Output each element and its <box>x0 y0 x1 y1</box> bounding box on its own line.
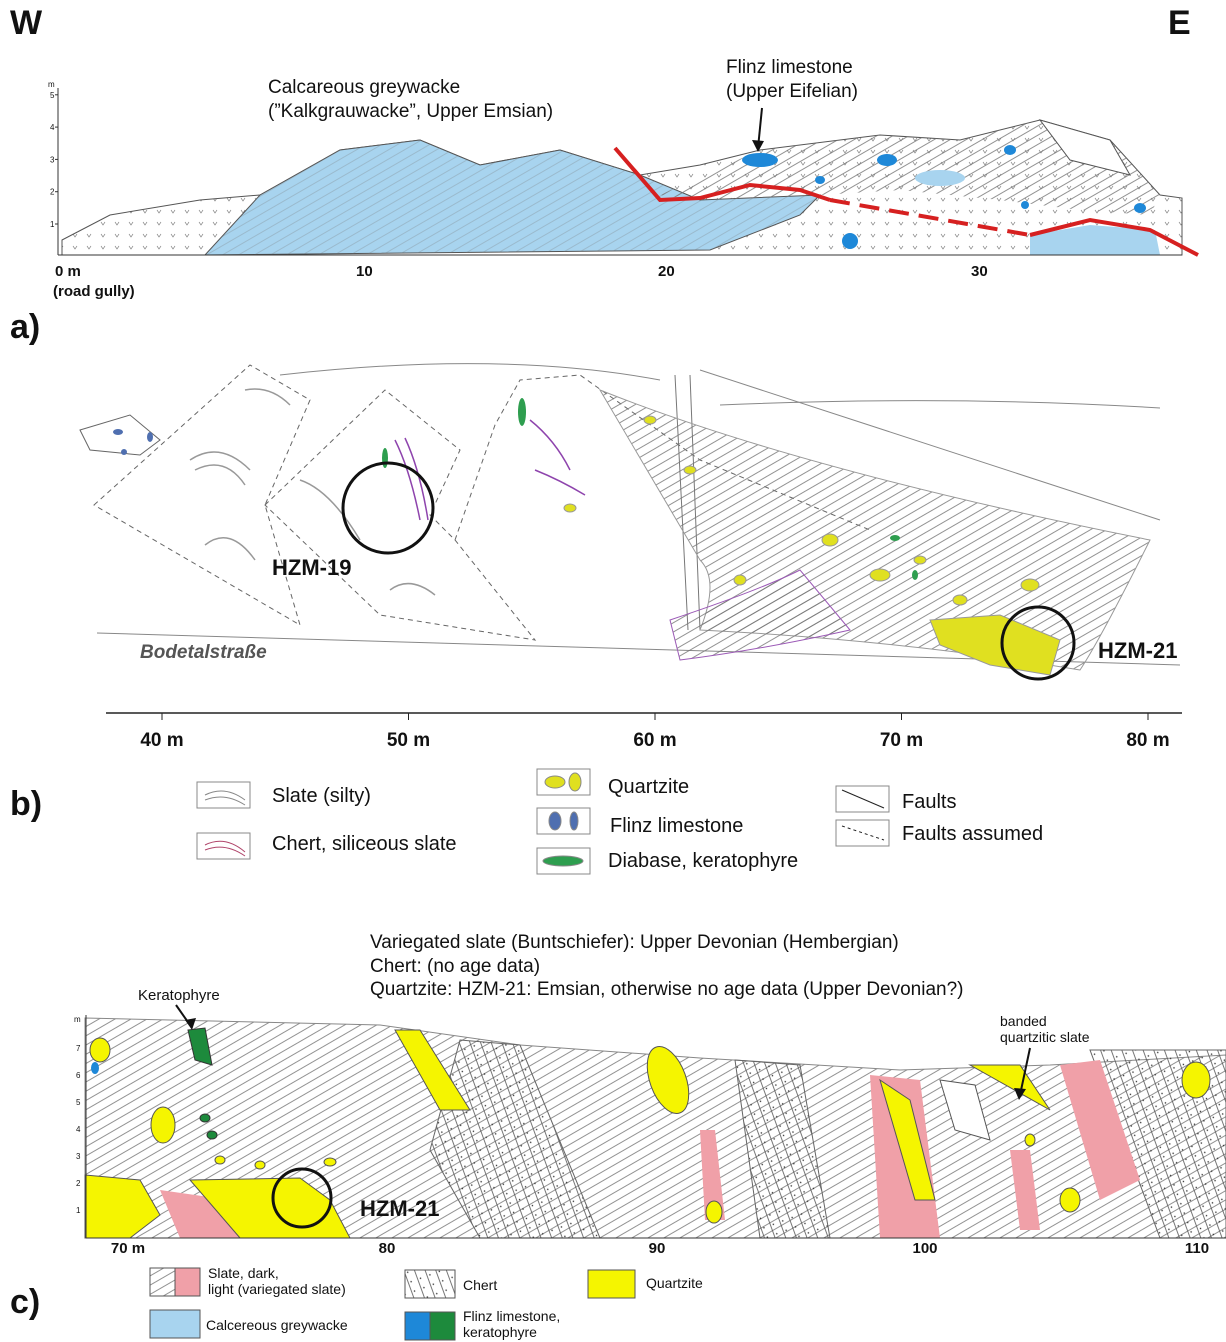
panel-label: b) <box>10 785 42 823</box>
sample-circle <box>343 463 433 553</box>
annotation: banded <box>1000 1013 1047 1029</box>
x-note: (road gully) <box>53 283 135 300</box>
legend-label: light (variegated slate) <box>208 1281 346 1297</box>
sample-label: HZM-19 <box>272 555 351 580</box>
legend-label: Faults <box>902 791 956 813</box>
x-tick-label: 110 <box>1185 1240 1209 1257</box>
legend-label: Chert <box>463 1277 497 1293</box>
y-tick-label: 6 <box>76 1071 81 1080</box>
legend-label: Quartzite <box>608 776 689 798</box>
y-tick-label: 4 <box>50 123 55 132</box>
y-tick-label: 5 <box>50 91 55 100</box>
panel-b: HZM-19 HZM-21 Bodetalstraße b) Slate (si… <box>10 364 1182 874</box>
x-tick-label: 90 <box>649 1240 666 1257</box>
x-tick-label: 80 m <box>1126 730 1169 751</box>
x-tick-label: 70 m <box>880 730 923 751</box>
legend-label: Flinz limestone <box>610 815 743 837</box>
y-tick-label: 4 <box>76 1125 81 1134</box>
legend-label: Diabase, keratophyre <box>608 850 798 872</box>
legend-label: Calcereous greywacke <box>206 1317 348 1333</box>
x-tick-label: 10 <box>356 263 373 280</box>
annotation: quartzitic slate <box>1000 1029 1090 1045</box>
y-tick-label: 2 <box>50 188 55 197</box>
unit-label: Calcareous greywacke <box>268 77 460 98</box>
legend-label: Chert, siliceous slate <box>272 833 457 855</box>
x-tick-label: 100 <box>912 1240 937 1257</box>
age-note: Quartzite: HZM-21: Emsian, otherwise no … <box>370 979 964 1000</box>
y-tick-label: 7 <box>76 1044 81 1053</box>
chert-folds <box>395 420 585 520</box>
figure: W E m Calcareous greywacke (”Kalkgrauwac… <box>0 0 1226 1342</box>
limestone <box>91 1062 99 1074</box>
legend-label: Quartzite <box>646 1275 703 1291</box>
y-tick-label: 1 <box>50 220 55 229</box>
sample-label: HZM-21 <box>1098 638 1177 663</box>
unit-label: Flinz limestone <box>726 57 853 78</box>
age-note: Chert: (no age data) <box>370 956 540 977</box>
y-tick-label: 3 <box>76 1152 81 1161</box>
x-tick-label: 40 m <box>140 730 183 751</box>
road-label: Bodetalstraße <box>140 642 267 663</box>
panel-label: c) <box>10 1283 40 1321</box>
x-tick-label: 50 m <box>387 730 430 751</box>
y-tick-label: 5 <box>76 1098 81 1107</box>
y-unit: m <box>74 1015 81 1024</box>
east: E <box>1168 4 1191 42</box>
y-tick-label: 1 <box>76 1206 81 1215</box>
panel-label: a) <box>10 308 40 346</box>
panel-c: Variegated slate (Buntschiefer): Upper D… <box>10 932 1226 1340</box>
x-tick-label: 60 m <box>633 730 676 751</box>
unit-label: (”Kalkgrauwacke”, Upper Emsian) <box>268 101 553 122</box>
y-tick-label: 3 <box>50 155 55 164</box>
legend-label: Flinz limestone, <box>463 1308 560 1324</box>
y-tick-label: 2 <box>76 1179 81 1188</box>
west: W <box>10 4 43 42</box>
y-unit: m <box>48 80 55 89</box>
limestone <box>113 429 153 455</box>
legend-label: keratophyre <box>463 1324 537 1340</box>
block <box>94 365 310 625</box>
x-tick-label: 0 m <box>55 263 81 280</box>
panel-a: W E m Calcareous greywacke (”Kalkgrauwac… <box>10 4 1198 346</box>
x-tick-label: 30 <box>971 263 988 280</box>
age-note: Variegated slate (Buntschiefer): Upper D… <box>370 932 899 953</box>
x-tick-label: 80 <box>379 1240 396 1257</box>
annotation: Keratophyre <box>138 987 220 1004</box>
x-tick-label: 20 <box>658 263 675 280</box>
legend-label: Faults assumed <box>902 823 1043 845</box>
unit-label: (Upper Eifelian) <box>726 81 858 102</box>
x-tick-label: 70 m <box>111 1240 145 1257</box>
legend-label: Slate (silty) <box>272 785 371 807</box>
sample-label: HZM-21 <box>360 1196 439 1221</box>
legend-label: Slate, dark, <box>208 1265 279 1281</box>
